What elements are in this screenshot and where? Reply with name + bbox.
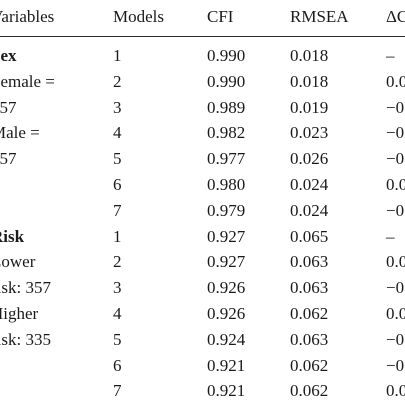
group-label-line: Lower [0, 252, 36, 272]
cell-delta-cfi: −0 [386, 329, 405, 349]
cell-delta-cfi: 0.0 [386, 71, 405, 91]
cell-cfi: 0.926 [207, 278, 246, 298]
cell-delta-cfi: −0 [386, 278, 405, 298]
cell-cfi: 0.977 [207, 149, 246, 169]
cell-delta-cfi: – [386, 46, 395, 65]
cell-delta-cfi: 0.0 [386, 175, 405, 194]
cell-delta-cfi: −0 [386, 355, 405, 375]
cell-rmsea: 0.063 [290, 278, 329, 298]
group-label-line: risk: 335 [0, 329, 51, 349]
cell-delta-cfi: −0 [386, 97, 405, 117]
header-variables: Variables [0, 7, 55, 26]
group-label-line: Male = [0, 123, 40, 143]
cell-delta-cfi: −0 [386, 123, 405, 143]
cell-model: 4 [113, 123, 122, 143]
group-label-line: 257 [0, 149, 17, 169]
cell-delta-cfi: 0.0 [386, 252, 405, 272]
header-rmsea: RMSEA [290, 7, 349, 26]
group-label-line: risk: 357 [0, 278, 51, 298]
cell-cfi: 0.921 [207, 381, 246, 401]
cell-delta-cfi: −0 [386, 149, 405, 169]
cell-model: 2 [113, 71, 122, 91]
cell-model: 1 [113, 46, 122, 65]
cell-rmsea: 0.063 [290, 252, 329, 272]
cell-cfi: 0.980 [207, 175, 246, 194]
cell-rmsea: 0.024 [290, 175, 329, 194]
cell-rmsea: 0.062 [290, 355, 329, 375]
cell-rmsea: 0.062 [290, 381, 329, 401]
cell-rmsea: 0.065 [290, 226, 329, 246]
cell-cfi: 0.927 [207, 226, 246, 246]
cell-model: 7 [113, 381, 122, 401]
cell-model: 3 [113, 97, 122, 117]
cell-rmsea: 0.063 [290, 329, 329, 349]
cell-model: 6 [113, 175, 122, 194]
cell-cfi: 0.990 [207, 71, 246, 91]
cell-model: 5 [113, 329, 122, 349]
header-delta-cfi: ΔC [386, 7, 405, 26]
cell-rmsea: 0.019 [290, 97, 329, 117]
cell-delta-cfi: 0.0 [386, 381, 405, 401]
cell-cfi: 0.921 [207, 355, 246, 375]
cell-rmsea: 0.023 [290, 123, 329, 143]
group-label-line: Female = [0, 71, 55, 91]
cell-rmsea: 0.062 [290, 304, 329, 323]
header-cfi: CFI [207, 7, 234, 26]
group-label-line: 257 [0, 97, 17, 117]
cell-model: 2 [113, 252, 122, 272]
group-label-line: Higher [0, 304, 39, 323]
cell-rmsea: 0.018 [290, 71, 329, 91]
cell-delta-cfi: 0.0 [386, 304, 405, 323]
cell-cfi: 0.982 [207, 123, 246, 143]
cell-model: 5 [113, 149, 122, 169]
cell-rmsea: 0.018 [290, 46, 329, 65]
cell-cfi: 0.990 [207, 46, 246, 65]
header-rule [0, 36, 405, 37]
cell-model: 7 [113, 200, 122, 220]
cell-model: 6 [113, 355, 122, 375]
cell-model: 3 [113, 278, 122, 298]
cell-model: 4 [113, 304, 122, 323]
cell-model: 1 [113, 226, 122, 246]
cell-delta-cfi: −0 [386, 200, 405, 220]
cell-rmsea: 0.026 [290, 149, 329, 169]
cell-cfi: 0.979 [207, 200, 246, 220]
group-label: Sex [0, 46, 17, 65]
group-label: Risk [0, 226, 25, 246]
cell-cfi: 0.927 [207, 252, 246, 272]
cell-cfi: 0.926 [207, 304, 246, 323]
cell-cfi: 0.989 [207, 97, 246, 117]
cell-rmsea: 0.024 [290, 200, 329, 220]
header-models: Models [113, 7, 164, 26]
cell-cfi: 0.924 [207, 329, 246, 349]
cell-delta-cfi: – [386, 226, 395, 246]
